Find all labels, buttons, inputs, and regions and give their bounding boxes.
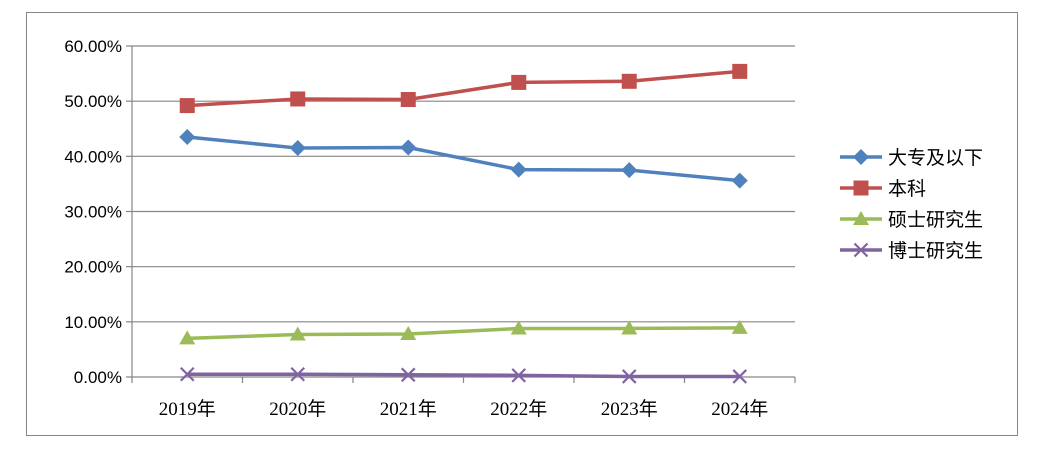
- data-point: [621, 320, 638, 335]
- data-point: [400, 139, 417, 156]
- data-point: [179, 129, 196, 146]
- series-x: [179, 366, 748, 384]
- marker-stroke: [400, 367, 416, 383]
- legend-entry: 博士研究生: [840, 240, 983, 262]
- data-point: [290, 91, 306, 107]
- x-tick-label: 2021年: [380, 398, 437, 420]
- legend-label: 大专及以下: [888, 147, 983, 169]
- marker-stroke: [179, 366, 195, 382]
- x-axis-tick-labels: 2019年 2020年 2021年 2022年 2023年 2024年: [159, 398, 769, 420]
- series-lines: [179, 63, 748, 384]
- data-point: [510, 320, 527, 335]
- legend-entry: 本科: [840, 178, 926, 200]
- data-point: [731, 319, 748, 334]
- legend-entry: 硕士研究生: [840, 209, 983, 231]
- data-point: [511, 368, 527, 383]
- x-tick-label: 2023年: [601, 398, 658, 420]
- data-point: [179, 330, 196, 345]
- data-point: [511, 74, 527, 90]
- data-point: [732, 369, 748, 384]
- data-point: [179, 366, 195, 382]
- data-point: [732, 63, 748, 79]
- y-axis-tick-labels: 0.00% 10.00% 20.00% 30.00% 40.00% 50.00% 60.00…: [64, 37, 122, 387]
- gridlines: [132, 45, 795, 323]
- data-point: [400, 325, 417, 340]
- legend-label: 本科: [888, 178, 926, 200]
- legend-label: 博士研究生: [888, 240, 983, 262]
- data-point: [400, 92, 416, 108]
- x-tick-label: 2022年: [490, 398, 547, 420]
- series-line: [187, 69, 740, 108]
- data-point: [621, 369, 637, 384]
- data-point: [621, 73, 637, 89]
- legend-marker: [853, 211, 869, 225]
- legend-marker: [853, 180, 869, 196]
- x-tick-label: 2024年: [711, 398, 768, 420]
- series-line: [187, 372, 740, 379]
- series-line: [187, 135, 740, 183]
- series-diamond: [179, 129, 748, 189]
- legend-marker: [853, 242, 869, 258]
- marker-stroke: [621, 369, 637, 384]
- x-tick-label: 2019年: [159, 398, 216, 420]
- marker-stroke: [290, 366, 306, 382]
- y-tick-label: 40.00%: [64, 147, 122, 166]
- marker-stroke: [511, 368, 527, 383]
- series-triangle: [179, 319, 748, 345]
- legend-marker: [853, 149, 869, 165]
- legend-label: 硕士研究生: [888, 209, 983, 231]
- marker-stroke: [732, 369, 748, 384]
- data-point: [510, 161, 527, 178]
- data-point: [621, 162, 638, 179]
- series-line: [187, 326, 740, 341]
- legend-entry: 大专及以下: [840, 147, 983, 169]
- marker-stroke: [853, 242, 869, 258]
- data-point: [400, 367, 416, 383]
- y-tick-label: 20.00%: [64, 258, 122, 277]
- x-tick-label: 2020年: [269, 398, 326, 420]
- y-tick-label: 50.00%: [64, 92, 122, 111]
- data-point: [179, 98, 195, 114]
- y-tick-label: 30.00%: [64, 203, 122, 222]
- y-tick-label: 0.00%: [74, 368, 122, 387]
- y-tick-label: 60.00%: [64, 37, 122, 56]
- data-point: [289, 326, 306, 341]
- data-point: [289, 140, 306, 157]
- series-square: [179, 63, 748, 114]
- y-tick-label: 10.00%: [64, 313, 122, 332]
- data-point: [290, 366, 306, 382]
- data-point: [731, 172, 748, 189]
